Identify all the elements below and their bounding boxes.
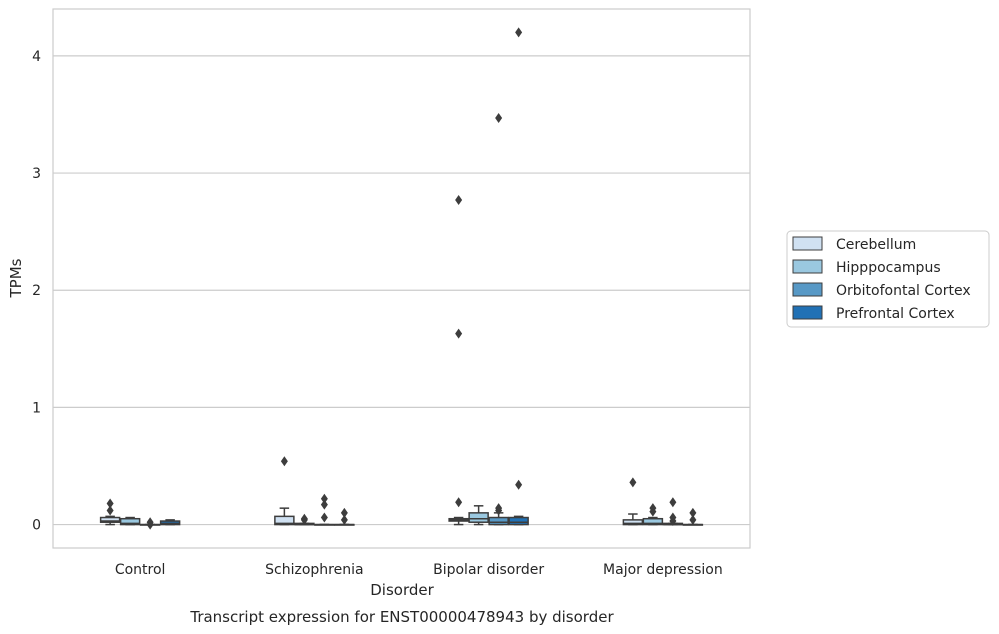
outlier-point (455, 328, 463, 339)
box-group (448, 27, 529, 526)
y-axis-label: TPMs (7, 258, 25, 298)
outlier-point (320, 493, 328, 504)
outlier-point (669, 512, 677, 523)
box-orbitofontal-cortex (488, 112, 509, 526)
outlier-point (280, 456, 288, 467)
legend-label: Orbitofontal Cortex (836, 283, 971, 299)
box-cerebellum (274, 456, 295, 526)
outlier-point (146, 517, 154, 528)
legend-label: Hipppocampus (836, 260, 941, 276)
box (642, 517, 664, 526)
x-tick-labels: Control Schizophrenia Bipolar disorder Majo… (115, 562, 723, 578)
box-orbitofontal-cortex (662, 497, 684, 527)
outlier-point (515, 27, 523, 38)
box (488, 516, 509, 526)
outlier-point (455, 194, 463, 205)
outlier-point (300, 513, 308, 524)
outlier-point (515, 479, 523, 490)
box-cerebellum (622, 477, 644, 526)
box (622, 519, 644, 526)
box (468, 512, 489, 523)
y-tick-labels: 0 1 2 3 4 (32, 49, 41, 534)
box-prefrontal-cortex (334, 507, 355, 526)
legend: Cerebellum Hipppocampus Orbitofontal Corte… (786, 230, 990, 328)
legend-swatch (792, 305, 823, 320)
outlier-point (106, 498, 114, 509)
outlier-point (340, 507, 348, 518)
y-tick-label: 0 (32, 518, 41, 534)
legend-label: Cerebellum (836, 237, 916, 253)
box-orbitofontal-cortex (139, 517, 161, 530)
box-prefrontal-cortex (159, 519, 181, 526)
x-axis-label: Disorder (370, 581, 434, 599)
legend-swatch (792, 282, 823, 297)
box-group (622, 477, 704, 527)
outlier-point (340, 514, 348, 525)
outlier-point (689, 507, 697, 518)
y-tick-label: 2 (32, 283, 41, 299)
box-hipppocampus (119, 516, 141, 526)
box-orbitofontal-cortex (314, 493, 335, 526)
box (274, 515, 295, 526)
box-group (274, 456, 355, 526)
box (119, 517, 141, 526)
x-tick-label: Bipolar disorder (433, 562, 544, 578)
chart-caption: Transcript expression for ENST0000047894… (189, 608, 614, 626)
y-tick-label: 1 (32, 400, 41, 416)
outlier-point (629, 477, 637, 488)
outlier-point (455, 497, 463, 508)
box (99, 516, 121, 523)
box (508, 516, 529, 526)
outlier-point (669, 497, 677, 508)
plot-area (52, 8, 751, 549)
legend-frame (786, 230, 990, 328)
box-hipppocampus (468, 505, 489, 526)
legend-label: Prefrontal Cortex (836, 306, 955, 322)
outlier-point (495, 112, 503, 123)
outlier-point (689, 514, 697, 525)
outlier-point (649, 503, 657, 514)
box-cerebellum (99, 498, 121, 526)
box-cerebellum (448, 194, 469, 526)
outlier-point (106, 505, 114, 516)
box-hipppocampus (294, 513, 315, 526)
box-plots (99, 27, 704, 530)
x-tick-label: Control (115, 562, 166, 578)
legend-swatch (792, 236, 823, 251)
box-hipppocampus (642, 503, 664, 526)
box-group (99, 498, 181, 530)
grid-lines (53, 55, 750, 526)
x-tick-label: Major depression (603, 562, 723, 578)
y-tick-label: 4 (32, 49, 41, 65)
outlier-point (495, 503, 503, 514)
y-tick-label: 3 (32, 166, 41, 182)
outlier-point (320, 499, 328, 510)
box-prefrontal-cortex (682, 507, 704, 526)
box-prefrontal-cortex (508, 27, 529, 526)
legend-swatch (792, 259, 823, 274)
outlier-point (320, 512, 328, 523)
x-tick-label: Schizophrenia (265, 562, 363, 578)
